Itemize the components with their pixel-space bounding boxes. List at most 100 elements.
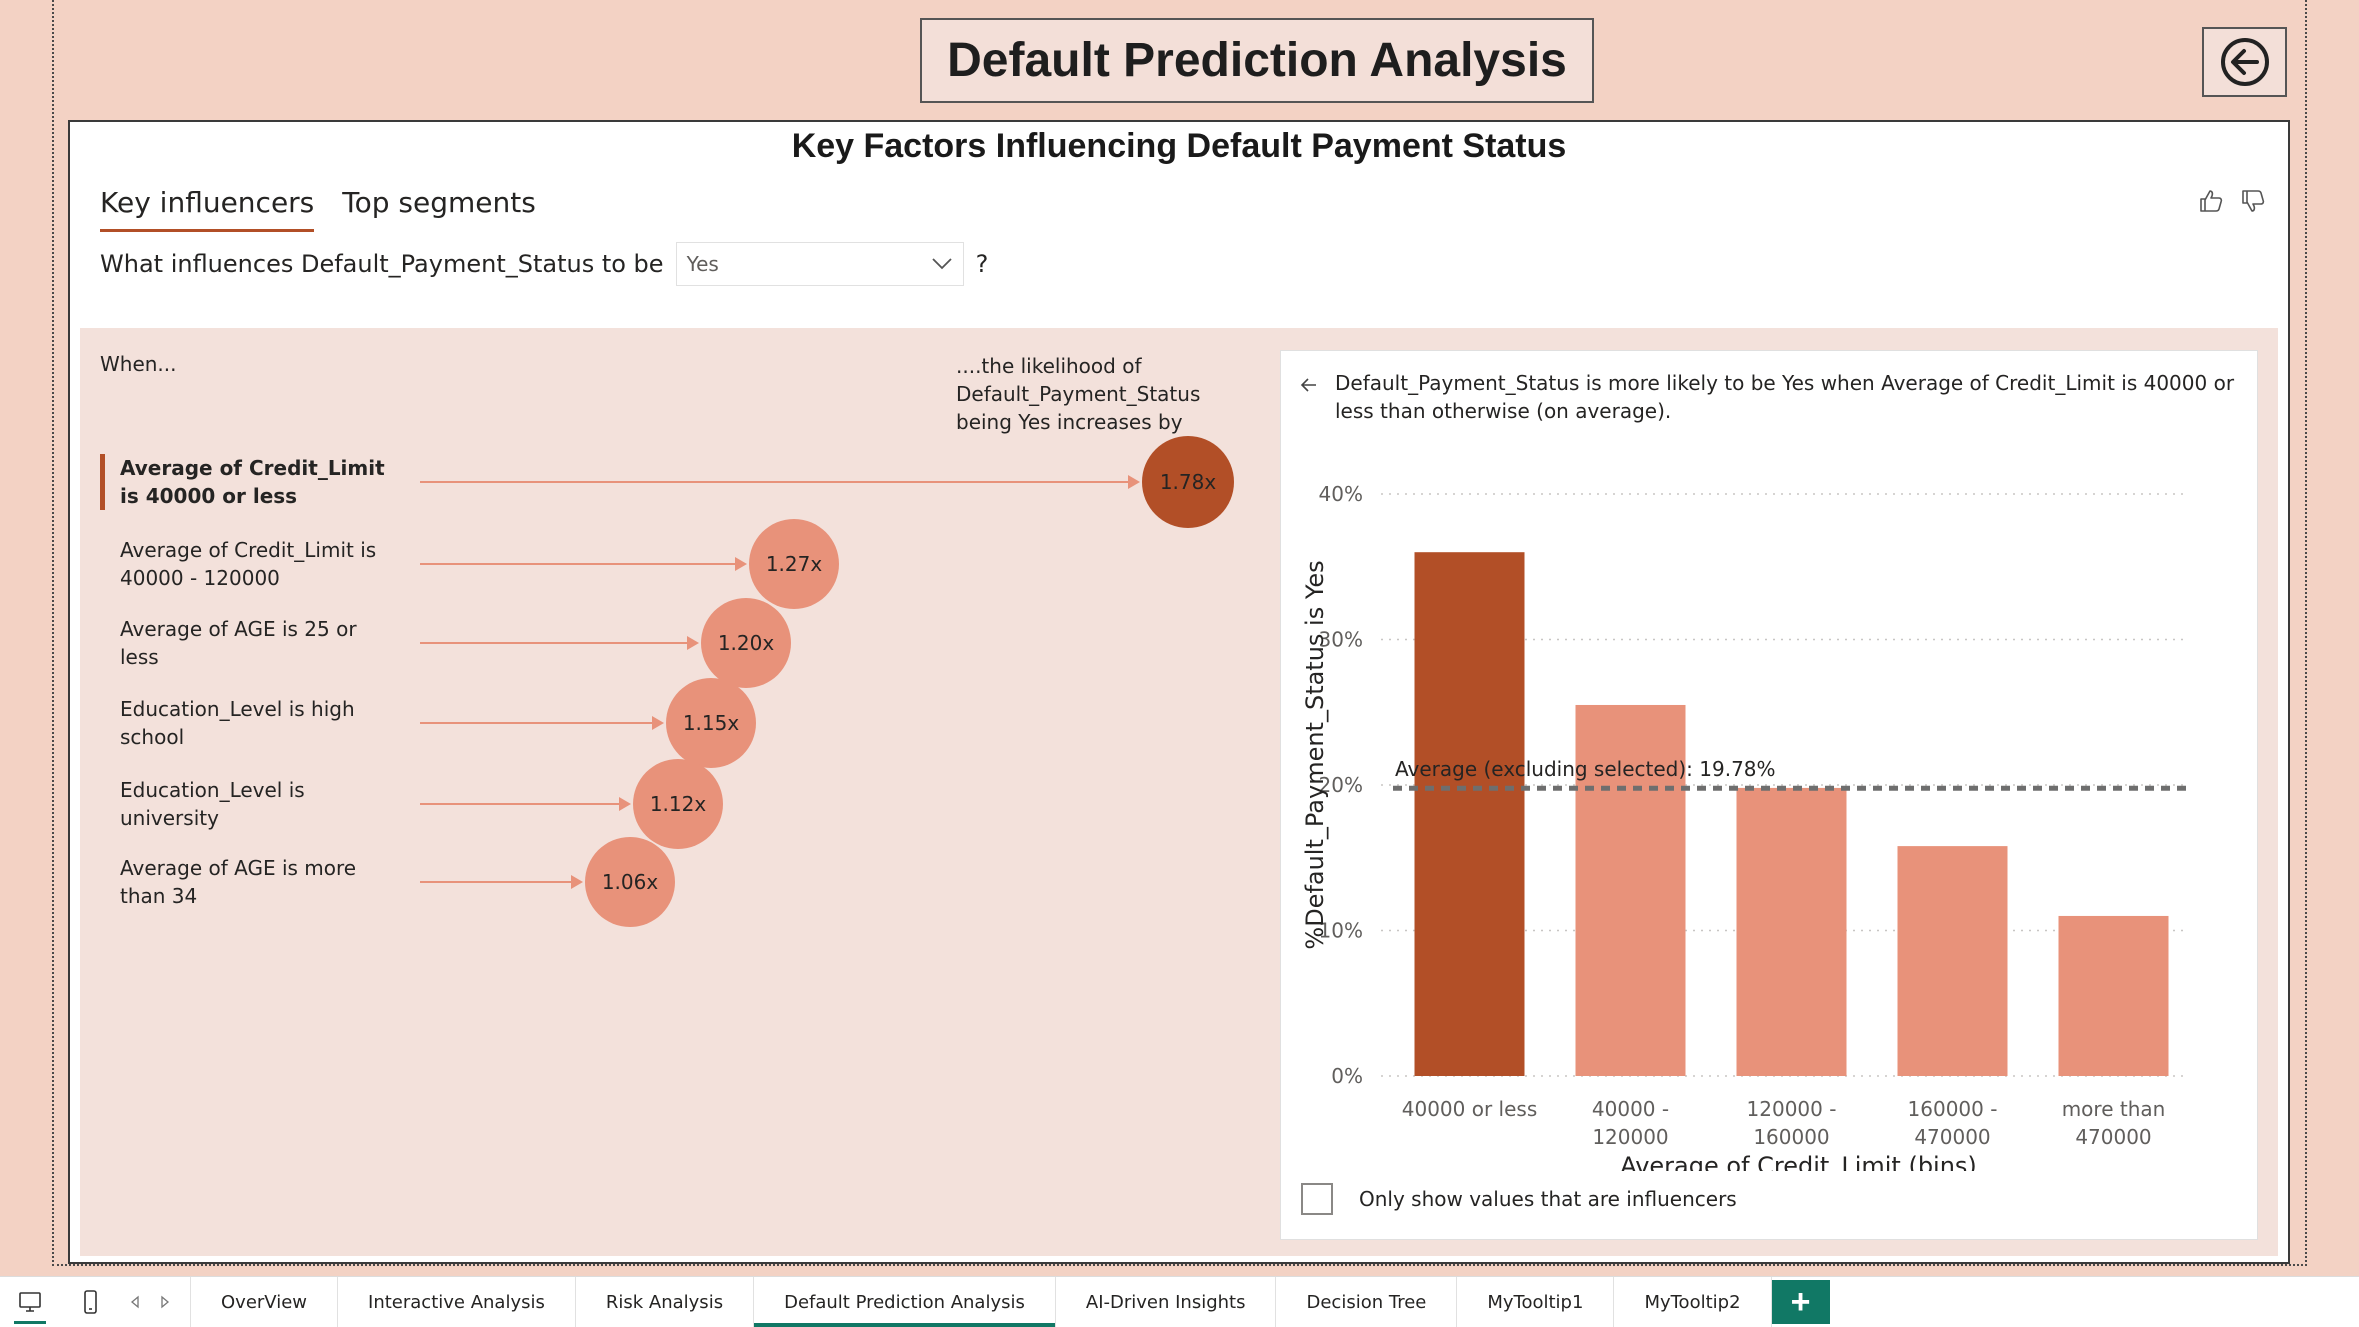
average-line-label: Average (excluding selected): 19.78% <box>1395 757 1776 781</box>
y-tick-label: 40% <box>1319 482 1363 506</box>
tab-key-influencers[interactable]: Key influencers <box>100 186 315 232</box>
x-tick-label: 40000 or less <box>1402 1097 1538 1121</box>
bar <box>2058 915 2169 1076</box>
influencer-detail-card: Default_Payment_Status is more likely to… <box>1280 350 2258 1240</box>
y-tick-label: 0% <box>1331 1064 1363 1088</box>
y-tick-label: 30% <box>1319 628 1363 652</box>
question-suffix: ? <box>975 250 989 278</box>
thumbs-up-icon[interactable] <box>2198 188 2224 214</box>
page-tab[interactable]: MyTooltip1 <box>1457 1277 1615 1327</box>
influencer-connector <box>420 803 619 805</box>
influence-bubble[interactable]: 1.12x <box>633 759 723 849</box>
influence-bubble[interactable]: 1.27x <box>749 519 839 609</box>
connector-arrow <box>1128 475 1140 489</box>
detail-back-button[interactable] <box>1299 369 1335 425</box>
influence-bubble[interactable]: 1.15x <box>666 678 756 768</box>
page-tab[interactable]: OverView <box>190 1277 339 1327</box>
influencer-label[interactable]: Education_Level is high school <box>120 697 355 749</box>
tab-top-segments[interactable]: Top segments <box>342 186 536 219</box>
influencers-only-filter: Only show values that are influencers <box>1301 1183 1737 1215</box>
dropdown-value: Yes <box>686 252 719 276</box>
influencer-label[interactable]: Average of Credit_Limit is 40000 or less <box>120 456 385 508</box>
previous-page-button[interactable] <box>120 1277 150 1327</box>
x-tick-label: more than <box>2062 1097 2166 1121</box>
x-tick-label: 120000 - <box>1747 1097 1837 1121</box>
influencer-row[interactable]: Average of Credit_Limit is 40000 or less… <box>80 436 1280 528</box>
bar <box>1414 552 1525 1076</box>
feedback-controls <box>2198 188 2266 214</box>
page-tab[interactable]: Risk Analysis <box>576 1277 755 1327</box>
report-title: Default Prediction Analysis <box>947 34 1567 87</box>
influence-bubble[interactable]: 1.78x <box>1142 436 1234 528</box>
influencer-label[interactable]: Average of AGE is more than 34 <box>120 856 357 908</box>
back-button[interactable] <box>2202 27 2287 97</box>
x-tick-label: 120000 <box>1592 1125 1668 1149</box>
connector-arrow <box>652 716 664 730</box>
influencer-row[interactable]: Average of AGE is 25 or less 1.20x <box>80 597 1280 688</box>
x-tick-label: 470000 <box>1914 1125 1990 1149</box>
desktop-icon <box>19 1292 41 1312</box>
x-tick-label: 470000 <box>2075 1125 2151 1149</box>
connector-arrow <box>735 557 747 571</box>
y-tick-label: 20% <box>1319 773 1363 797</box>
influencer-connector <box>420 881 571 883</box>
checkbox-label: Only show values that are influencers <box>1359 1187 1737 1211</box>
likelihood-label: ....the likelihood of Default_Payment_St… <box>956 354 1201 434</box>
influence-bubble[interactable]: 1.20x <box>701 598 791 688</box>
influencer-row[interactable]: Education_Level is high school 1.15x <box>80 677 1280 768</box>
target-value-dropdown[interactable]: Yes <box>675 242 964 286</box>
caret-right-icon <box>161 1295 170 1309</box>
detail-explanation: Default_Payment_Status is more likely to… <box>1335 371 2235 423</box>
page-tab[interactable]: Interactive Analysis <box>338 1277 576 1327</box>
influencer-label[interactable]: Average of Credit_Limit is 40000 - 12000… <box>120 538 377 590</box>
influencers-area: When... ....the likelihood of Default_Pa… <box>80 328 2278 1256</box>
influencer-row[interactable]: Education_Level is university 1.12x <box>80 758 1280 849</box>
question-prefix: What influences Default_Payment_Status t… <box>100 250 664 278</box>
connector-arrow <box>619 797 631 811</box>
y-axis-title: %Default_Payment_Status is Yes <box>1301 560 1329 949</box>
influencers-only-checkbox[interactable] <box>1301 1183 1333 1215</box>
x-tick-label: 160000 <box>1753 1125 1829 1149</box>
bar <box>1736 787 1847 1076</box>
y-tick-label: 10% <box>1319 919 1363 943</box>
chevron-down-icon <box>931 258 952 270</box>
page-tab[interactable]: MyTooltip2 <box>1614 1277 1772 1327</box>
mobile-layout-button[interactable] <box>60 1277 120 1327</box>
bar <box>1575 704 1686 1076</box>
thumbs-down-icon[interactable] <box>2240 188 2266 214</box>
selected-indicator <box>100 454 105 510</box>
key-influencers-visual: Key Factors Influencing Default Payment … <box>68 120 2290 1264</box>
influence-question: What influences Default_Payment_Status t… <box>100 242 988 286</box>
x-tick-label: 40000 - <box>1592 1097 1669 1121</box>
influencer-label[interactable]: Average of AGE is 25 or less <box>120 617 357 669</box>
influencer-connector <box>420 722 652 724</box>
arrow-left-icon <box>1300 378 1316 392</box>
detail-header: Default_Payment_Status is more likely to… <box>1299 369 2239 425</box>
page-tab[interactable]: Decision Tree <box>1276 1277 1458 1327</box>
visual-title: Key Factors Influencing Default Payment … <box>791 127 1567 165</box>
desktop-layout-button[interactable] <box>0 1277 60 1327</box>
x-axis-title: Average of Credit_Limit (bins) <box>1620 1152 1977 1171</box>
report-canvas <box>52 0 2307 1266</box>
report-title-box: Default Prediction Analysis <box>920 18 1594 103</box>
page-tab[interactable]: AI-Driven Insights <box>1056 1277 1277 1327</box>
influencer-connector <box>420 642 687 644</box>
influencer-label[interactable]: Education_Level is university <box>120 778 305 830</box>
bar <box>1897 846 2008 1076</box>
visual-tabs: Key influencers Top segments <box>100 186 536 232</box>
influencer-row[interactable]: Average of AGE is more than 34 1.06x <box>80 836 1280 927</box>
page-tab[interactable]: Default Prediction Analysis <box>754 1277 1056 1327</box>
connector-arrow <box>687 636 699 650</box>
x-tick-label: 160000 - <box>1908 1097 1998 1121</box>
influencer-row[interactable]: Average of Credit_Limit is 40000 - 12000… <box>80 518 1280 609</box>
credit-limit-bar-chart: 0% 10% 20% 30% 40% 40000 or less 40000 - 120000… <box>1301 482 2192 1171</box>
next-page-button[interactable] <box>150 1277 180 1327</box>
influence-bubble[interactable]: 1.06x <box>585 837 675 927</box>
page-tabs: OverView Interactive Analysis Risk Analysi… <box>180 1277 1772 1327</box>
mobile-phone-icon <box>84 1290 97 1314</box>
connector-arrow <box>571 875 583 889</box>
back-arrow-icon <box>2220 38 2269 86</box>
add-page-button[interactable]: + <box>1771 1280 1830 1324</box>
caret-left-icon <box>130 1295 139 1309</box>
influencer-connector <box>420 481 1128 483</box>
